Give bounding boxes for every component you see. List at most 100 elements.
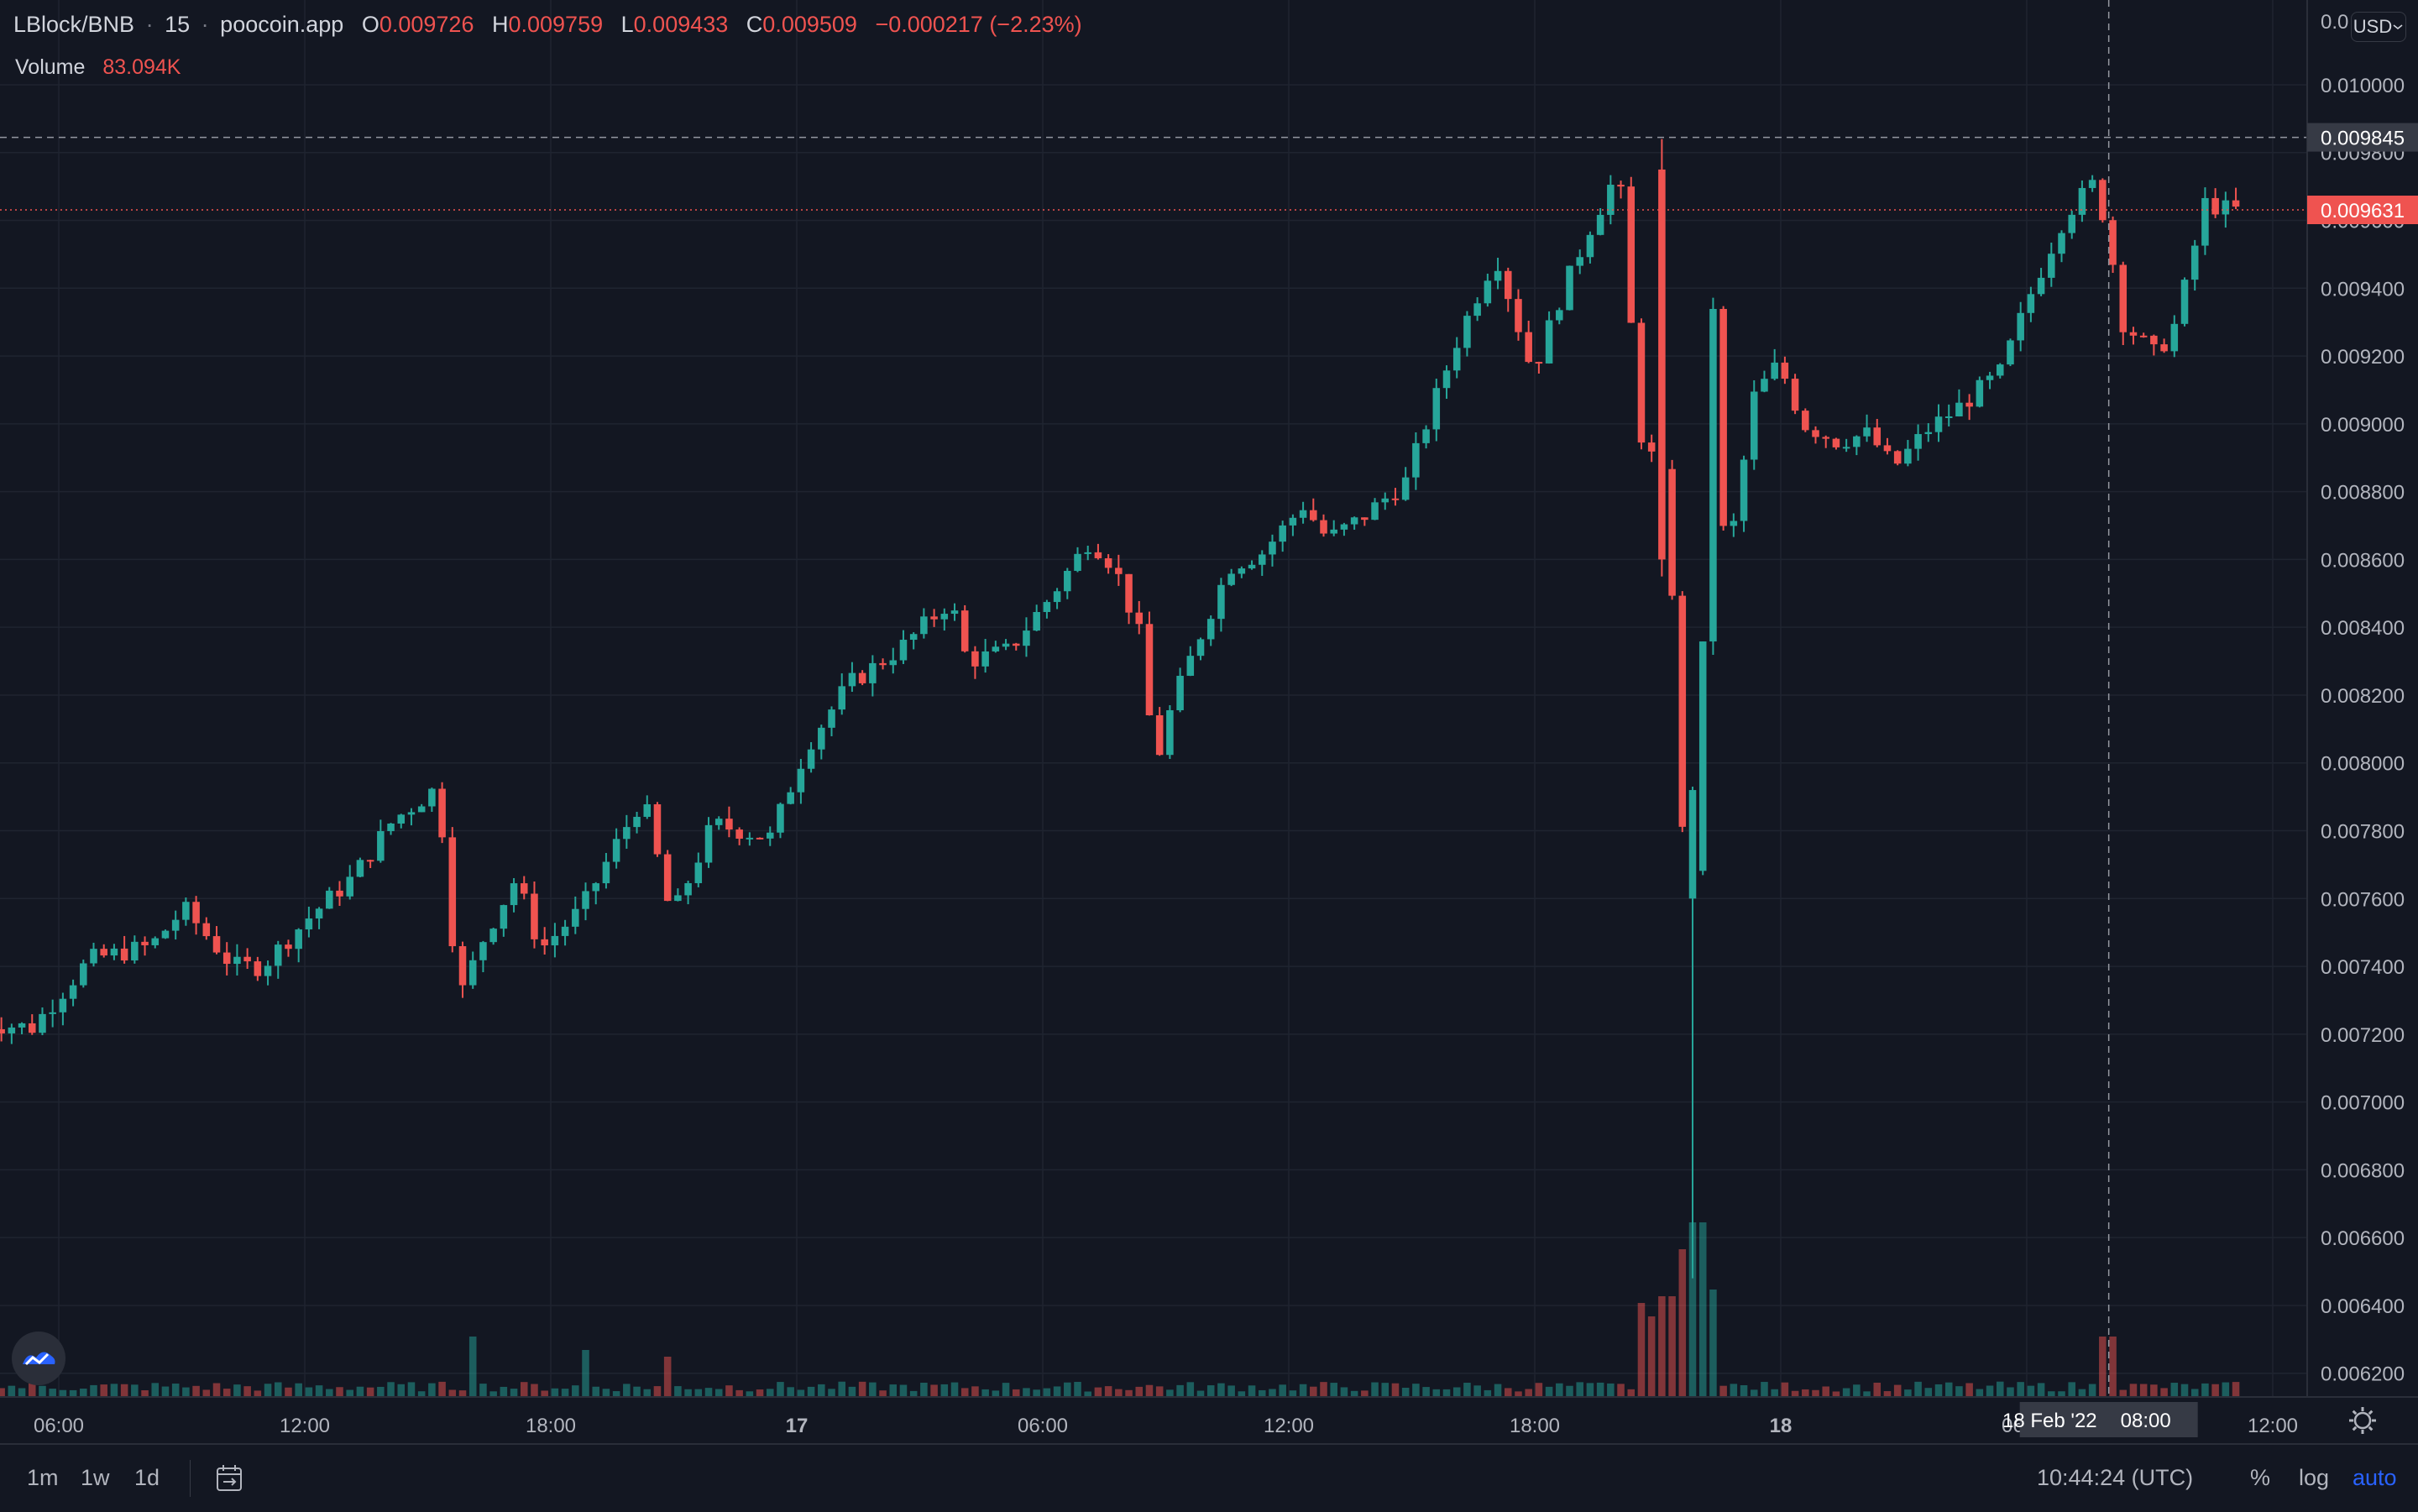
volume-bar <box>1422 1387 1430 1397</box>
candle-body <box>2180 280 2189 324</box>
settings-gear-icon[interactable] <box>2349 1407 2376 1434</box>
volume-bar <box>981 1389 989 1397</box>
candle-body <box>1186 656 1195 676</box>
volume-bar <box>1155 1386 1164 1397</box>
candle-body <box>520 883 528 894</box>
candle-body <box>468 960 477 986</box>
candle-body <box>1452 348 1461 371</box>
candle-body <box>1289 517 1297 526</box>
volume-bar <box>1186 1382 1195 1397</box>
candle-body <box>818 727 825 750</box>
volume-bar <box>1658 1296 1666 1397</box>
volume-bar <box>520 1382 528 1397</box>
candle-body <box>787 792 794 804</box>
currency-button[interactable]: USD <box>2351 12 2406 42</box>
candle-body <box>1269 541 1276 555</box>
auto-scale-button[interactable]: auto <box>2353 1465 2397 1490</box>
volume-bar <box>838 1381 845 1397</box>
candle-body <box>1904 448 1912 464</box>
log-scale-button[interactable]: log <box>2299 1465 2330 1490</box>
volume-bar <box>602 1389 610 1397</box>
candle-body <box>807 749 815 769</box>
volume-bar <box>1761 1382 1768 1397</box>
volume-bar <box>2007 1387 2014 1397</box>
candle-body <box>1064 570 1071 592</box>
low-value: 0.009433 <box>633 12 729 37</box>
candle-body <box>1627 186 1636 323</box>
price-tick-label: 0.006200 <box>2321 1363 2405 1386</box>
percent-scale-button[interactable]: % <box>2250 1465 2271 1490</box>
candle-body <box>407 812 416 815</box>
interval-label[interactable]: 15 <box>165 12 191 37</box>
candle-body <box>458 946 467 986</box>
axes: 0.006200 0.006400 0.006600 0.006800 0.007000… <box>0 0 2418 1445</box>
volume-bar <box>1125 1389 1133 1397</box>
candle-body <box>397 814 406 824</box>
candle-body <box>1238 568 1246 574</box>
legend-separator: · <box>145 12 154 37</box>
volume-bar <box>315 1385 323 1397</box>
candle-body <box>1688 790 1697 899</box>
candle-body <box>202 923 211 937</box>
candle-body <box>1310 510 1317 521</box>
candle-body <box>2099 180 2107 221</box>
goto-date-icon[interactable] <box>215 1463 245 1494</box>
timeframe-1d-button[interactable]: 1d <box>134 1465 160 1490</box>
candle-body <box>1094 552 1102 558</box>
volume-bar <box>1094 1387 1102 1397</box>
volume-bar <box>1176 1384 1184 1397</box>
candle-body <box>1802 411 1809 431</box>
volume-bar <box>407 1382 416 1397</box>
price-tick-label: 0.008000 <box>2321 753 2405 776</box>
candle-body <box>920 616 928 635</box>
volume-bar <box>725 1385 733 1397</box>
volume-bar <box>366 1387 374 1397</box>
volume-bar <box>1934 1384 1943 1397</box>
volume-bar <box>1299 1384 1307 1397</box>
price-tick-label: 0.007800 <box>2321 821 2405 844</box>
volume-bar <box>704 1388 713 1397</box>
volume-legend[interactable]: Volume 83.094K <box>15 55 181 80</box>
volume-bar <box>2048 1391 2055 1397</box>
candle-body <box>572 908 579 927</box>
volume-bar <box>1627 1389 1636 1397</box>
volume-bar <box>243 1386 251 1397</box>
volume-bar <box>182 1387 190 1397</box>
candle-body <box>18 1023 26 1028</box>
volume-bar <box>2211 1384 2219 1397</box>
timeframe-1w-button[interactable]: 1w <box>81 1465 110 1490</box>
candle-body <box>1678 595 1687 827</box>
volume-bar <box>1822 1386 1829 1397</box>
volume-bar <box>1494 1384 1502 1397</box>
close-value: 0.009509 <box>762 12 857 37</box>
volume-bar <box>1248 1385 1256 1397</box>
toolbar-divider <box>190 1460 191 1497</box>
tradingview-logo-icon[interactable] <box>12 1332 65 1385</box>
volume-bar <box>1279 1384 1286 1397</box>
symbol-name[interactable]: LBlock/BNB <box>13 12 135 37</box>
volume-bar <box>2068 1382 2075 1397</box>
crosshair-price-label-bg <box>2307 123 2418 152</box>
volume-bar <box>346 1389 353 1397</box>
crosshair-time-label: 08:00 <box>2121 1410 2171 1432</box>
utc-clock[interactable]: 10:44:24 (UTC) <box>2037 1465 2194 1490</box>
candle-body <box>2129 332 2138 336</box>
candle-body <box>1944 416 1953 419</box>
candle-body <box>1934 416 1943 432</box>
volume-bar <box>254 1390 262 1397</box>
volume-bar <box>2109 1337 2117 1397</box>
volume-bar <box>1556 1383 1563 1397</box>
volume-bar <box>1647 1316 1656 1397</box>
volume-bar <box>735 1389 743 1397</box>
candle-body <box>1320 520 1327 534</box>
candle-body <box>1442 370 1451 389</box>
volume-bar <box>1269 1389 1276 1397</box>
volume-bar <box>1791 1390 1799 1397</box>
timeframe-1m-button[interactable]: 1m <box>27 1465 59 1490</box>
candle-body <box>39 1013 46 1033</box>
source-label: poocoin.app <box>220 12 344 37</box>
volume-bar <box>264 1384 272 1397</box>
candle-body <box>1227 573 1235 585</box>
